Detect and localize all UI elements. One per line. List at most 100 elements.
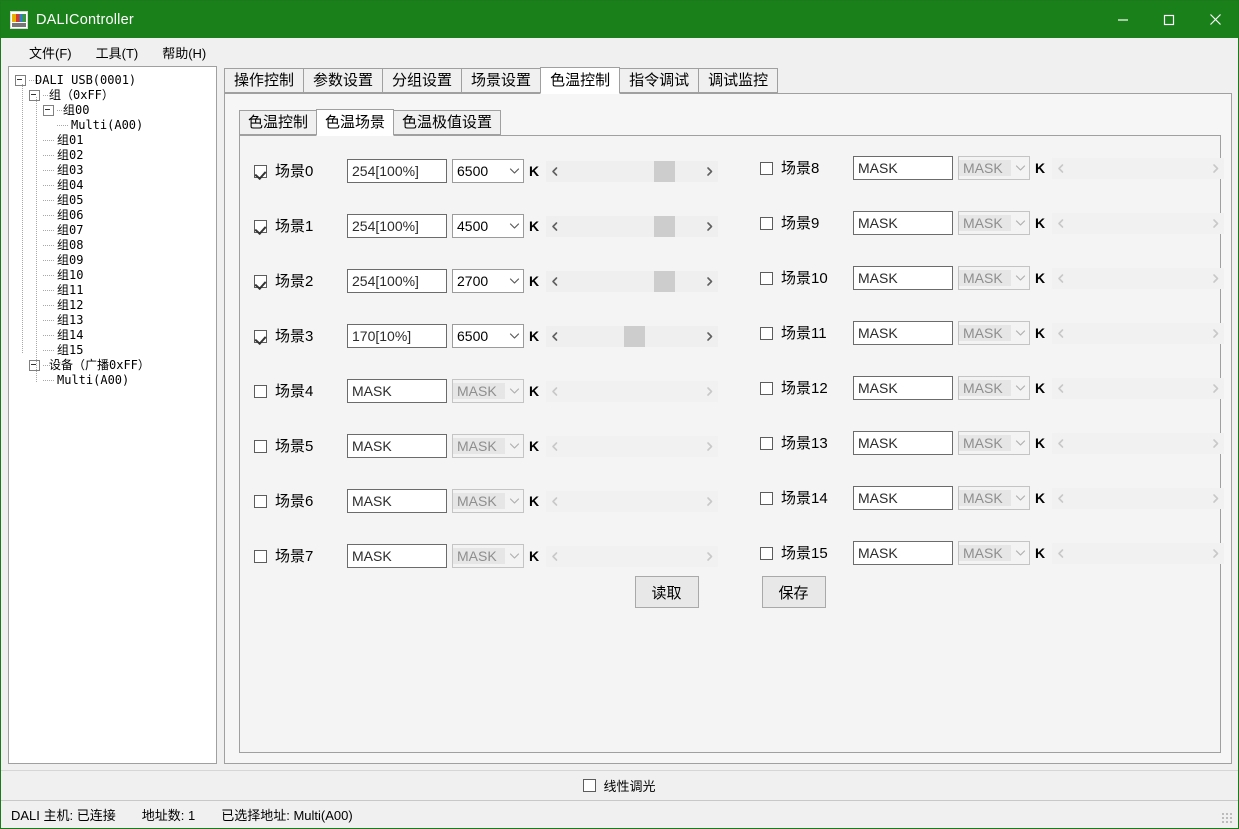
slider-right-arrow-icon[interactable] [701,491,718,512]
scene-kelvin-slider[interactable] [546,215,718,237]
slider-track[interactable] [563,325,701,347]
slider-track[interactable] [1069,378,1207,399]
slider-left-arrow-icon[interactable] [546,216,563,237]
scene-enable-checkbox[interactable] [760,491,773,505]
scene-enable-checkbox[interactable] [254,549,267,563]
scene-kelvin-select[interactable]: MASK [452,544,524,568]
linear-dimming-option[interactable]: 线性调光 [583,776,656,795]
scene-enable-checkbox[interactable] [760,161,773,175]
tree-node[interactable]: 组10 [15,268,216,283]
scene-kelvin-slider[interactable] [546,435,718,457]
slider-left-arrow-icon[interactable] [1052,213,1069,234]
slider-track[interactable] [563,270,701,292]
scene-enable-checkbox[interactable] [254,164,267,178]
tab-2[interactable]: 分组设置 [382,68,463,93]
slider-track[interactable] [563,381,701,402]
slider-left-arrow-icon[interactable] [1052,378,1069,399]
scene-kelvin-select[interactable]: MASK [958,486,1030,510]
scene-level-input[interactable]: MASK [853,376,953,400]
scene-kelvin-slider[interactable] [1052,157,1224,179]
slider-left-arrow-icon[interactable] [546,271,563,292]
scene-enable-checkbox[interactable] [760,271,773,285]
scene-kelvin-select[interactable]: MASK [452,489,524,513]
slider-left-arrow-icon[interactable] [1052,323,1069,344]
scene-kelvin-select[interactable]: MASK [958,156,1030,180]
scene-kelvin-slider[interactable] [1052,487,1224,509]
slider-track[interactable] [1069,213,1207,234]
scene-kelvin-select[interactable]: MASK [958,321,1030,345]
tree-node[interactable]: 组02 [15,148,216,163]
chevron-down-icon[interactable] [505,332,523,340]
slider-thumb[interactable] [654,270,676,292]
scene-kelvin-slider[interactable] [546,490,718,512]
tree-node[interactable]: 组06 [15,208,216,223]
scene-level-input[interactable]: MASK [853,431,953,455]
resize-grip-icon[interactable] [1222,813,1234,825]
slider-track[interactable] [563,436,701,457]
scene-kelvin-select[interactable]: MASK [958,541,1030,565]
slider-right-arrow-icon[interactable] [1207,543,1224,564]
tab-0[interactable]: 操作控制 [224,68,305,93]
scene-enable-checkbox[interactable] [254,274,267,288]
chevron-down-icon[interactable] [505,552,523,560]
slider-right-arrow-icon[interactable] [701,546,718,567]
slider-right-arrow-icon[interactable] [1207,433,1224,454]
menu-tools[interactable]: 工具(T) [95,46,139,61]
scene-level-input[interactable]: MASK [853,156,953,180]
scene-enable-checkbox[interactable] [760,546,773,560]
scene-kelvin-slider[interactable] [1052,322,1224,344]
scene-enable-checkbox[interactable] [254,219,267,233]
tree-expander-icon[interactable] [15,75,26,86]
slider-track[interactable] [1069,433,1207,454]
tree-node[interactable]: Multi(A00) [15,373,216,388]
slider-right-arrow-icon[interactable] [1207,378,1224,399]
chevron-down-icon[interactable] [1011,494,1029,502]
subtab-1[interactable]: 色温场景 [316,109,395,136]
tree-node[interactable]: 组14 [15,328,216,343]
scene-kelvin-slider[interactable] [1052,212,1224,234]
scene-enable-checkbox[interactable] [760,326,773,340]
scene-kelvin-slider[interactable] [1052,267,1224,289]
scene-kelvin-select[interactable]: MASK [958,376,1030,400]
slider-right-arrow-icon[interactable] [1207,323,1224,344]
chevron-down-icon[interactable] [1011,219,1029,227]
slider-track[interactable] [563,215,701,237]
slider-left-arrow-icon[interactable] [546,546,563,567]
tree-node[interactable]: 组08 [15,238,216,253]
scene-kelvin-select[interactable]: MASK [958,211,1030,235]
tree-node[interactable]: 组11 [15,283,216,298]
slider-left-arrow-icon[interactable] [546,161,563,182]
linear-dimming-checkbox[interactable] [583,779,597,792]
scene-kelvin-slider[interactable] [546,160,718,182]
tab-6[interactable]: 调试监控 [698,68,779,93]
chevron-down-icon[interactable] [1011,329,1029,337]
scene-enable-checkbox[interactable] [760,216,773,230]
scene-kelvin-slider[interactable] [546,270,718,292]
tree-expander-icon[interactable] [29,90,40,101]
scene-enable-checkbox[interactable] [254,439,267,453]
scene-level-input[interactable]: MASK [853,266,953,290]
scene-kelvin-select[interactable]: 6500 [452,159,524,183]
subtab-0[interactable]: 色温控制 [239,110,318,135]
tab-1[interactable]: 参数设置 [303,68,384,93]
scene-kelvin-slider[interactable] [1052,377,1224,399]
scene-enable-checkbox[interactable] [760,436,773,450]
scene-level-input[interactable]: MASK [853,486,953,510]
chevron-down-icon[interactable] [505,387,523,395]
slider-right-arrow-icon[interactable] [1207,488,1224,509]
read-button[interactable]: 读取 [634,576,699,608]
scene-kelvin-select[interactable]: MASK [452,434,524,458]
tab-5[interactable]: 指令调试 [619,68,700,93]
scene-enable-checkbox[interactable] [254,384,267,398]
scene-enable-checkbox[interactable] [760,381,773,395]
scene-level-input[interactable]: 170[10%] [347,324,447,348]
slider-track[interactable] [1069,543,1207,564]
menu-help[interactable]: 帮助(H) [162,46,207,61]
scene-level-input[interactable]: MASK [853,321,953,345]
chevron-down-icon[interactable] [505,497,523,505]
slider-right-arrow-icon[interactable] [701,436,718,457]
slider-left-arrow-icon[interactable] [1052,433,1069,454]
chevron-down-icon[interactable] [505,442,523,450]
close-icon[interactable] [1192,1,1238,38]
slider-right-arrow-icon[interactable] [701,271,718,292]
